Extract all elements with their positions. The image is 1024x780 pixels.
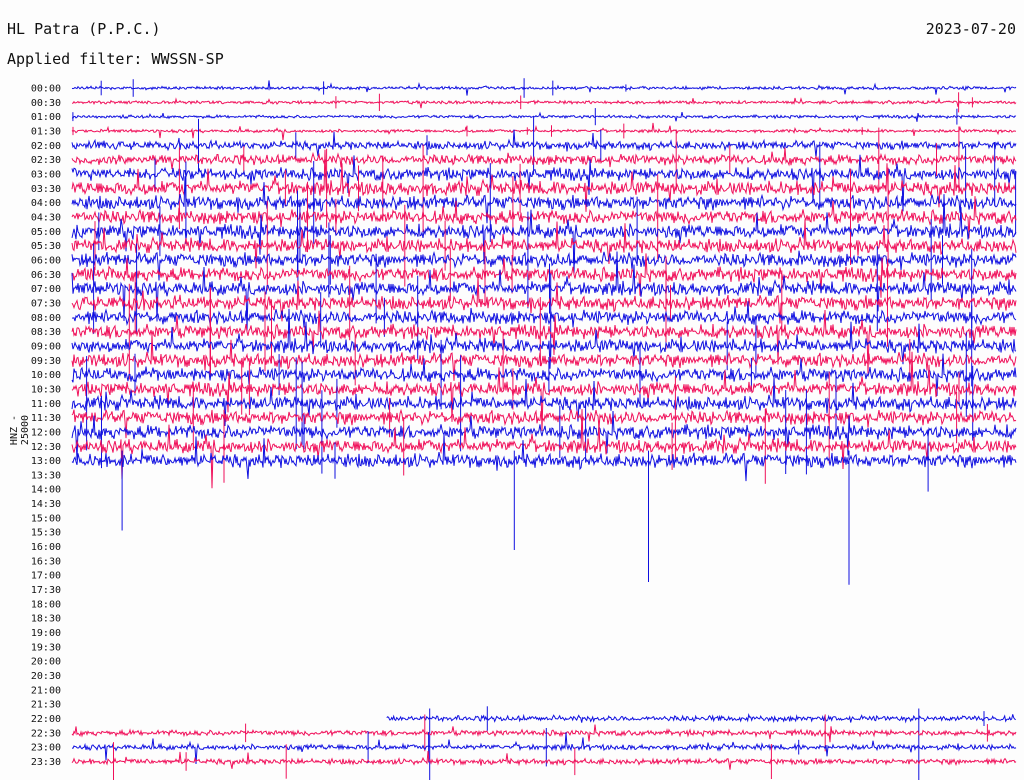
time-tick-label: 04:00 [31,198,61,209]
time-tick-label: 21:30 [31,700,61,711]
trace-line [71,724,1017,743]
time-labels: 00:00 00:30 01:00 01:30 02:00 02:30 03:00 03:30… [31,84,61,769]
trace-line [386,712,1016,724]
trace-line [71,196,1017,239]
time-tick-label: 02:00 [31,141,61,152]
filter-label: Applied filter: WWSSN-SP [7,50,224,68]
time-tick-label: 14:30 [31,499,61,510]
station-title: HL Patra (P.P.C.) [7,20,161,38]
trace-line [71,410,1017,461]
trace-line [71,250,1017,281]
time-tick-label: 01:00 [31,112,61,123]
time-tick-label: 02:30 [31,155,61,166]
time-tick-label: 08:00 [31,313,61,324]
time-tick-label: 15:30 [31,528,61,539]
time-tick-label: 19:00 [31,628,61,639]
trace-line [71,129,1017,158]
trace-line [71,154,1017,212]
trace-line [71,750,1017,770]
time-tick-label: 12:00 [31,427,61,438]
trace-line [71,194,1017,274]
time-tick-label: 17:30 [31,585,61,596]
time-tick-label: 22:00 [31,714,61,725]
time-tick-label: 06:30 [31,270,61,281]
time-tick-label: 20:00 [31,657,61,668]
time-tick-label: 10:30 [31,384,61,395]
time-tick-label: 09:30 [31,356,61,367]
trace-line [71,276,1017,324]
time-tick-label: 00:00 [31,84,61,95]
trace-line [71,309,1017,374]
time-tick-label: 15:00 [31,513,61,524]
trace-line [71,253,1017,298]
time-tick-label: 11:30 [31,413,61,424]
time-tick-label: 13:30 [31,470,61,481]
trace-line [71,333,1017,381]
time-tick-label: 13:00 [31,456,61,467]
trace-line [71,122,1017,141]
time-tick-label: 19:30 [31,642,61,653]
time-tick-label: 07:00 [31,284,61,295]
time-tick-label: 01:30 [31,126,61,137]
trace-line [71,80,1017,96]
trace-line [71,251,1017,331]
time-tick-label: 16:00 [31,542,61,553]
time-tick-label: 14:00 [31,485,61,496]
trace-line [71,111,1017,122]
trace-line [71,732,1017,765]
trace-line [71,351,1017,431]
trace-line [71,308,1017,369]
time-tick-label: 23:30 [31,757,61,768]
trace-line [71,409,1017,489]
time-tick-label: 07:30 [31,298,61,309]
time-tick-label: 08:30 [31,327,61,338]
trace-line [71,219,1017,269]
trace-line [71,147,1017,170]
time-tick-label: 21:00 [31,685,61,696]
time-tick-label: 09:00 [31,341,61,352]
time-tick-label: 18:00 [31,599,61,610]
time-tick-label: 10:00 [31,370,61,381]
time-tick-label: 00:30 [31,98,61,109]
time-tick-label: 04:30 [31,212,61,223]
trace-line [71,149,1017,212]
time-tick-label: 03:30 [31,184,61,195]
time-tick-label: 12:30 [31,442,61,453]
time-tick-label: 17:00 [31,571,61,582]
time-tick-label: 11:00 [31,399,61,410]
trace-line [71,176,1017,224]
time-tick-label: 16:30 [31,556,61,567]
trace-line [71,376,1017,427]
trace-line [71,301,1017,328]
time-tick-label: 05:30 [31,241,61,252]
time-tick-label: 05:00 [31,227,61,238]
seismic-traces [71,78,1017,780]
trace-line [71,97,1017,109]
time-tick-label: 06:00 [31,255,61,266]
trace-line [71,408,1017,439]
time-tick-label: 22:30 [31,728,61,739]
time-tick-label: 18:30 [31,614,61,625]
time-tick-label: 20:30 [31,671,61,682]
time-tick-label: 03:00 [31,169,61,180]
date-label: 2023-07-20 [925,20,1016,38]
trace-line [71,434,1017,482]
time-tick-label: 23:00 [31,743,61,754]
